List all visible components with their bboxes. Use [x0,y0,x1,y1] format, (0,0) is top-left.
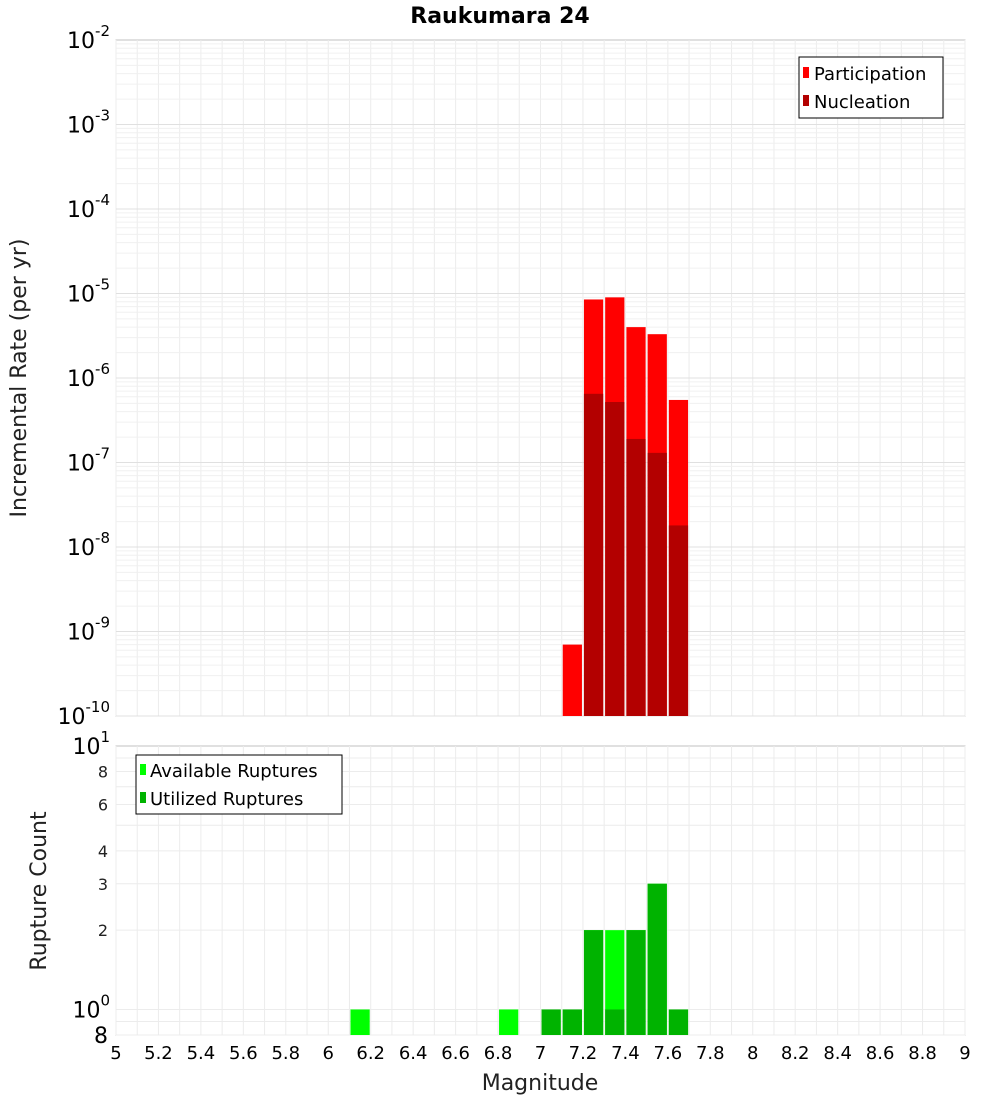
legend-label-utilized: Utilized Ruptures [150,789,303,810]
bottom-y-tick-label: 101 [72,728,110,760]
top-y-ticks: 10-10 10-9 10-8 10-7 10-6 10-5 10-4 10-3 10-2 [58,22,111,730]
x-tick-label: 8.8 [908,1043,937,1064]
top-bars [562,297,689,716]
bottom-legend: Available Ruptures Utilized Ruptures [135,754,343,815]
x-tick-label: 7.4 [611,1043,640,1064]
bottom-y-tick-label: 100 [72,991,110,1023]
bar-available-ruptures-7.35 [605,930,625,1035]
bar-available-ruptures-6.85 [499,1009,519,1035]
legend-label-participation: Participation [814,64,926,85]
bar-nucleation-7.45 [626,438,646,716]
top-panel: 10-10 10-9 10-8 10-7 10-6 10-5 10-4 10-3 10-2 In… [7,22,966,730]
bar-utilized-ruptures-7.05 [541,1009,561,1035]
bar-nucleation-7.25 [583,393,604,716]
top-y-tick-label: 10-2 [67,22,110,54]
bar-participation-7.15 [562,644,582,716]
bottom-y-axis-label: Rupture Count [27,811,52,971]
x-tick-label: 5.6 [229,1043,258,1064]
x-tick-label: 8.6 [866,1043,895,1064]
x-axis-label: Magnitude [482,1071,599,1096]
bottom-bars [350,883,689,1035]
bar-nucleation-7.35 [605,401,625,716]
bar-available-ruptures-6.15 [350,1009,370,1035]
legend-swatch-participation [803,67,809,78]
legend-swatch-utilized [140,792,146,803]
top-y-tick-label: 10-8 [67,529,110,561]
bar-utilized-ruptures-7.45 [626,930,646,1035]
top-y-tick-label: 10-3 [67,107,110,139]
top-y-tick-label: 10-6 [67,360,110,392]
bottom-y-tick-label: 4 [98,842,108,861]
bottom-y-tick-label: 8 [94,1024,108,1049]
bar-utilized-ruptures-7.25 [583,930,604,1035]
x-tick-label: 7.8 [696,1043,725,1064]
bottom-y-tick-label: 2 [98,921,108,940]
x-tick-label: 8.2 [781,1043,810,1064]
bottom-y-tick-label: 8 [98,763,108,782]
top-y-tick-label: 10-4 [67,191,110,223]
top-legend-box [798,56,944,119]
bottom-legend-box [135,754,343,815]
top-grid [115,40,966,717]
bar-nucleation-7.65 [668,525,689,716]
bottom-y-tick-label: 3 [98,875,108,894]
legend-swatch-available [140,764,146,775]
top-y-tick-label: 10-9 [67,614,110,646]
chart-title: Raukumara 24 [410,4,589,29]
x-tick-label: 6.8 [484,1043,513,1064]
x-tick-label: 6 [323,1043,334,1064]
x-tick-label: 6.6 [441,1043,470,1064]
x-tick-label: 7 [535,1043,546,1064]
x-tick-label: 8 [747,1043,758,1064]
x-tick-label: 8.4 [823,1043,852,1064]
x-tick-label: 5.8 [271,1043,300,1064]
x-tick-label: 6.4 [399,1043,428,1064]
x-tick-label: 5.4 [187,1043,216,1064]
top-y-tick-label: 10-10 [58,698,111,730]
legend-label-nucleation: Nucleation [814,92,910,113]
top-y-axis-label: Incremental Rate (per yr) [7,239,32,518]
top-y-tick-label: 10-5 [67,276,110,308]
legend-label-available: Available Ruptures [150,761,318,782]
top-y-tick-label: 10-7 [67,445,110,477]
bar-utilized-ruptures-7.55 [647,883,667,1035]
bar-utilized-ruptures-7.35 [605,1009,625,1035]
bar-nucleation-7.55 [647,452,667,716]
legend-swatch-nucleation [803,95,809,106]
x-tick-label: 6.2 [356,1043,385,1064]
x-tick-label: 5 [110,1043,121,1064]
x-tick-label: 7.2 [569,1043,598,1064]
bar-utilized-ruptures-7.15 [562,1009,582,1035]
top-legend: Participation Nucleation [798,56,944,119]
x-tick-label: 7.6 [654,1043,683,1064]
x-tick-label: 5.2 [144,1043,173,1064]
x-tick-label: 9 [959,1043,970,1064]
x-ticks: 5 5.2 5.4 5.6 5.8 6 6.2 6.4 6.6 6.8 7 7.2 7.4 7.6 7.8 8… [110,1043,970,1064]
bar-utilized-ruptures-7.65 [668,1009,689,1035]
bottom-y-tick-label: 6 [98,795,108,814]
